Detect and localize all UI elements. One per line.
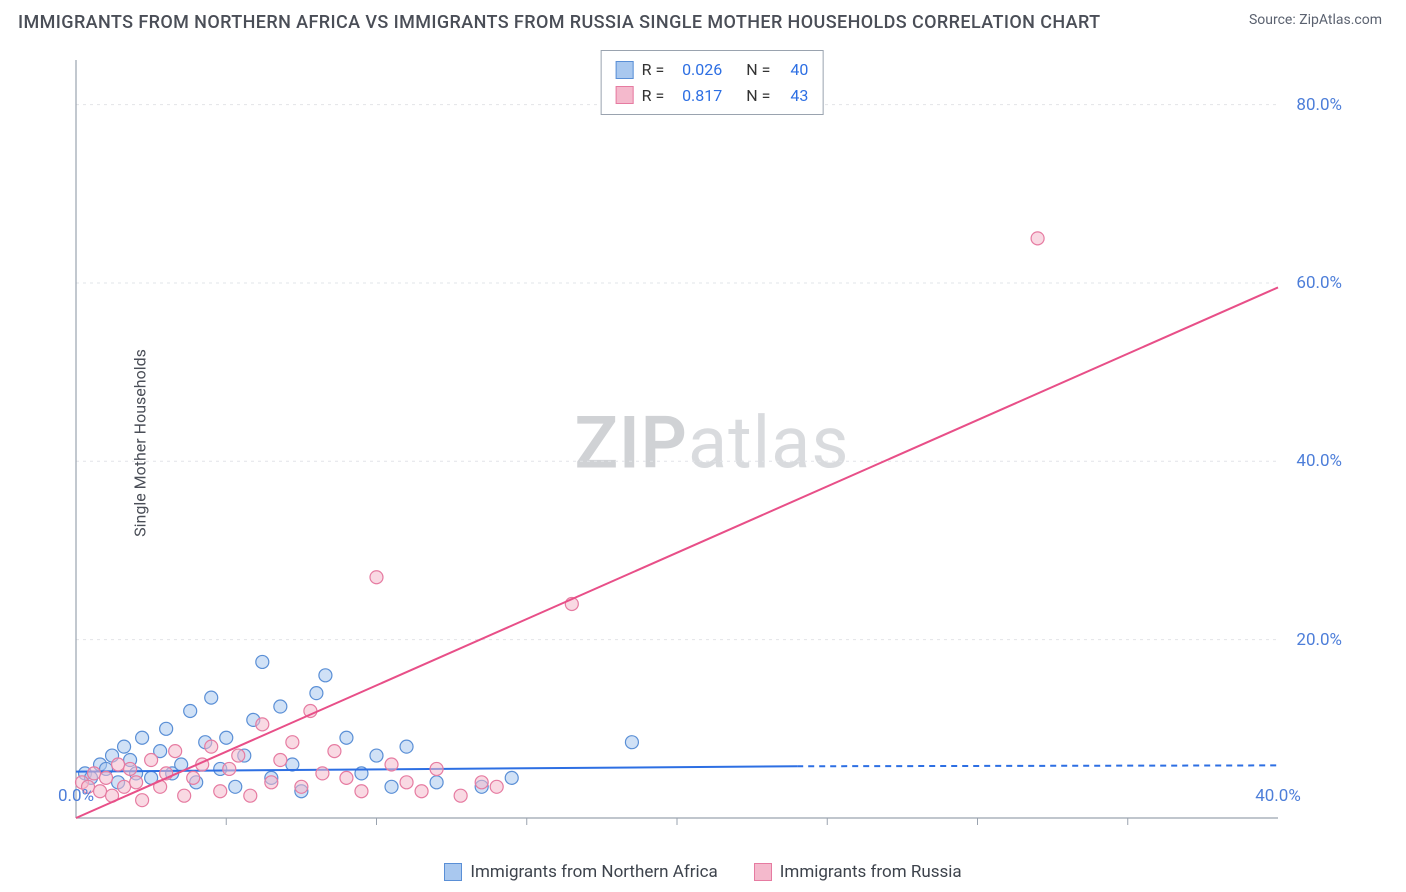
r-label: R =	[642, 57, 665, 83]
y-tick-label: 40.0%	[1296, 451, 1342, 471]
legend-item-northern-africa: Immigrants from Northern Africa	[444, 862, 717, 882]
legend-item-russia: Immigrants from Russia	[754, 862, 962, 882]
y-tick-label: 80.0%	[1296, 95, 1342, 115]
swatch-northern-africa	[444, 863, 462, 881]
scatter-plot	[48, 50, 1376, 836]
x-tick-label: 0.0%	[58, 786, 94, 806]
legend-label-russia: Immigrants from Russia	[780, 862, 962, 882]
source-label: Source: ZipAtlas.com	[1249, 12, 1382, 28]
swatch-northern-africa	[616, 61, 634, 79]
swatch-russia	[616, 86, 634, 104]
legend-row-northern-africa: R = 0.026 N = 40	[616, 57, 809, 83]
r-value-russia: 0.817	[672, 83, 722, 109]
x-tick-label: 40.0%	[1255, 786, 1301, 806]
legend-stats: R = 0.026 N = 40 R = 0.817 N = 43	[601, 50, 824, 115]
n-value-russia: 43	[778, 83, 808, 109]
y-tick-label: 60.0%	[1296, 273, 1342, 293]
y-tick-label: 20.0%	[1296, 630, 1342, 650]
chart-area: Single Mother Households ZIPatlas R = 0.…	[48, 50, 1376, 836]
legend-bottom: Immigrants from Northern Africa Immigran…	[0, 862, 1406, 882]
legend-row-russia: R = 0.817 N = 43	[616, 83, 809, 109]
n-value-northern-africa: 40	[778, 57, 808, 83]
swatch-russia	[754, 863, 772, 881]
r-label: R =	[642, 83, 665, 109]
n-label: N =	[746, 57, 770, 83]
r-value-northern-africa: 0.026	[672, 57, 722, 83]
n-label: N =	[746, 83, 770, 109]
legend-label-northern-africa: Immigrants from Northern Africa	[470, 862, 717, 882]
chart-title: IMMIGRANTS FROM NORTHERN AFRICA VS IMMIG…	[18, 12, 1101, 33]
